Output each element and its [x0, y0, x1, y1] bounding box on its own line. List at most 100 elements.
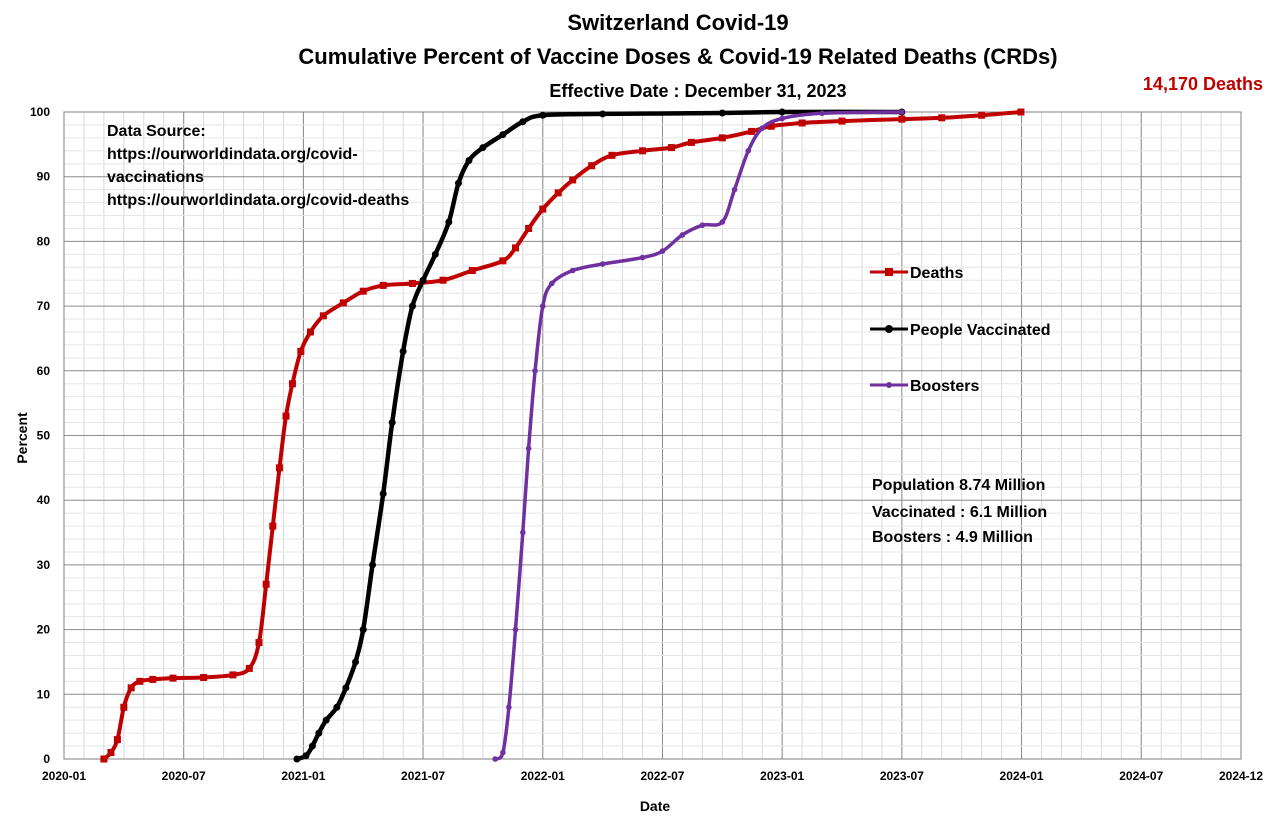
series-line-deaths: [101, 110, 1023, 761]
data-point-deaths: [379, 281, 387, 289]
data-point-boosters: [532, 368, 538, 374]
data-point-deaths: [439, 276, 447, 284]
legend-marker-people-vaccinated: [885, 325, 893, 333]
data-point-people-vaccinated: [399, 347, 407, 355]
data-point-boosters: [599, 261, 606, 267]
data-point-boosters: [899, 109, 905, 115]
data-point-boosters: [539, 303, 546, 309]
y-tick-label: 0: [43, 752, 50, 766]
data-point-people-vaccinated: [359, 626, 367, 634]
data-point-boosters: [506, 704, 512, 711]
data-point-people-vaccinated: [388, 419, 396, 427]
x-tick-label: 2024-12: [1219, 769, 1263, 783]
data-point-deaths: [127, 684, 135, 692]
data-point-deaths: [169, 674, 177, 682]
data-point-deaths: [136, 677, 144, 685]
series-layer: [100, 108, 1025, 763]
data-point-deaths: [554, 189, 562, 197]
y-tick-label: 70: [37, 299, 51, 313]
data-point-deaths: [306, 328, 314, 336]
x-axis-label: Date: [640, 798, 671, 814]
data-point-deaths: [639, 147, 647, 155]
x-tick-label: 2021-07: [401, 769, 445, 783]
data-point-deaths: [255, 639, 263, 647]
data-point-people-vaccinated: [445, 218, 453, 226]
data-point-deaths: [687, 138, 695, 146]
chart-title: Switzerland Covid-19: [567, 10, 788, 35]
data-point-people-vaccinated: [599, 110, 607, 118]
data-point-boosters: [492, 756, 498, 762]
data-point-boosters: [679, 232, 686, 238]
data-point-deaths: [113, 736, 121, 744]
data-point-deaths: [667, 144, 675, 152]
gridlines: [63, 111, 1242, 760]
data-point-people-vaccinated: [778, 108, 786, 116]
data-source-line: https://ourworldindata.org/covid-deaths: [107, 192, 409, 209]
data-point-people-vaccinated: [352, 658, 360, 666]
series-deaths: [100, 108, 1025, 763]
data-point-boosters: [745, 148, 752, 154]
data-point-deaths: [149, 675, 157, 683]
effective-date: Effective Date : December 31, 2023: [549, 81, 846, 101]
legend-item-boosters: Boosters: [870, 378, 979, 395]
data-point-people-vaccinated: [369, 561, 377, 569]
data-point-deaths: [569, 176, 577, 184]
data-point-deaths: [200, 673, 208, 681]
data-point-boosters: [520, 529, 526, 536]
data-point-deaths: [767, 122, 775, 130]
data-point-deaths: [120, 703, 128, 711]
data-point-deaths: [107, 749, 115, 757]
data-point-deaths: [319, 312, 327, 320]
data-point-deaths: [1017, 108, 1025, 116]
data-point-deaths: [468, 267, 476, 275]
data-point-people-vaccinated: [315, 729, 323, 737]
data-point-deaths: [499, 257, 507, 265]
data-point-deaths: [245, 664, 253, 672]
data-point-people-vaccinated: [479, 144, 487, 152]
data-point-deaths: [898, 115, 906, 123]
data-point-boosters: [659, 248, 666, 254]
data-point-deaths: [269, 522, 277, 530]
data-point-people-vaccinated: [465, 157, 473, 165]
y-tick-label: 10: [37, 687, 51, 701]
info-block: Population 8.74 Million Vaccinated : 6.1…: [872, 477, 1047, 546]
data-point-deaths: [838, 117, 846, 125]
legend-label-boosters: Boosters: [910, 378, 979, 395]
data-point-people-vaccinated: [499, 131, 507, 139]
y-tick-label: 100: [30, 105, 50, 119]
data-point-deaths: [608, 151, 616, 159]
data-point-people-vaccinated: [408, 302, 416, 310]
x-tick-label: 2023-01: [760, 769, 804, 783]
y-tick-label: 20: [37, 623, 51, 637]
data-point-people-vaccinated: [539, 111, 547, 119]
y-axis-label: Percent: [14, 412, 30, 464]
data-point-people-vaccinated: [379, 490, 387, 498]
data-point-deaths: [588, 162, 596, 170]
data-point-boosters: [719, 219, 726, 225]
legend-marker-deaths: [885, 268, 893, 276]
data-point-people-vaccinated: [293, 755, 301, 763]
data-point-deaths: [525, 224, 533, 232]
data-source-line: https://ourworldindata.org/covid-: [107, 146, 358, 163]
legend-label-deaths: Deaths: [910, 265, 963, 282]
data-source-line: Data Source:: [107, 123, 206, 140]
data-point-people-vaccinated: [454, 179, 462, 187]
series-boosters: [492, 109, 905, 762]
y-tick-label: 90: [37, 170, 51, 184]
legend-item-people-vaccinated: People Vaccinated: [870, 322, 1051, 339]
x-tick-label: 2021-01: [281, 769, 325, 783]
data-point-boosters: [639, 254, 646, 261]
y-tick-label: 40: [37, 493, 51, 507]
data-point-deaths: [359, 287, 367, 295]
data-point-deaths: [282, 412, 290, 420]
data-point-deaths: [262, 580, 270, 588]
data-source-block: Data Source: https://ourworldindata.org/…: [107, 123, 409, 209]
x-tick-labels: 2020-01 2020-07 2021-01 2021-07 2022-01 2022-…: [42, 769, 1263, 783]
x-tick-label: 2020-01: [42, 769, 86, 783]
data-point-deaths: [539, 205, 547, 213]
x-tick-label: 2024-07: [1119, 769, 1163, 783]
y-tick-labels: 0 10 20 30 40 50 60 70 80 90 100: [30, 105, 50, 766]
data-point-boosters: [512, 626, 519, 633]
legend-marker-boosters: [886, 382, 892, 388]
